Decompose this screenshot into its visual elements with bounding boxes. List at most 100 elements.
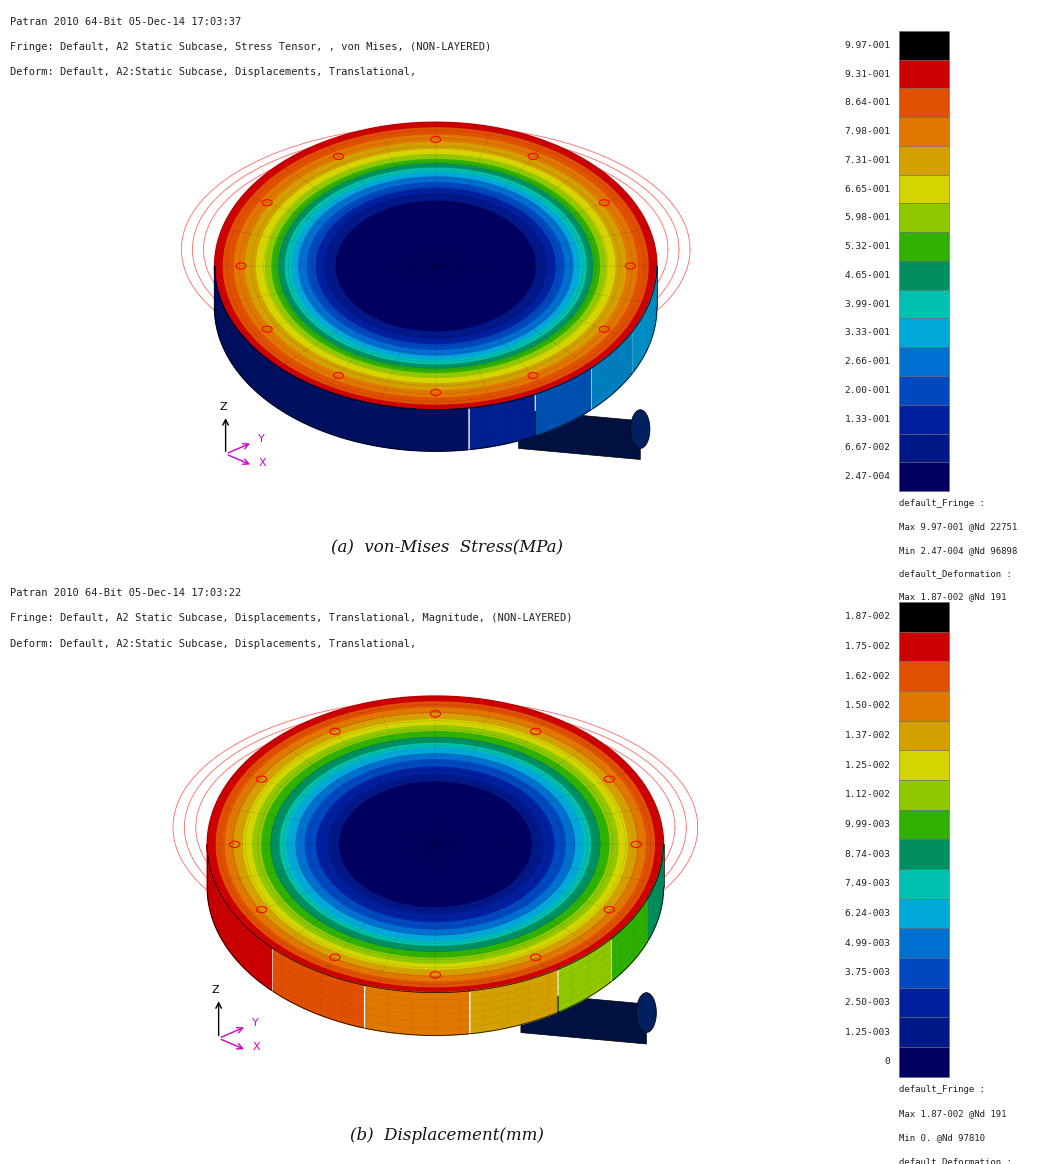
Polygon shape [271,738,600,951]
FancyBboxPatch shape [899,59,949,88]
Ellipse shape [637,993,657,1032]
FancyBboxPatch shape [899,632,949,661]
FancyBboxPatch shape [899,261,949,290]
Polygon shape [207,696,664,993]
Polygon shape [296,754,575,935]
Polygon shape [245,142,625,390]
Polygon shape [214,265,468,452]
Polygon shape [328,775,542,914]
Text: 3.99-001: 3.99-001 [845,299,890,308]
Polygon shape [278,164,592,368]
Polygon shape [337,201,535,331]
FancyBboxPatch shape [899,751,949,780]
FancyBboxPatch shape [899,987,949,1017]
Polygon shape [592,332,632,409]
FancyBboxPatch shape [899,661,949,691]
FancyBboxPatch shape [899,204,949,233]
FancyBboxPatch shape [899,88,949,118]
Text: Deform: Default, A2:Static Subcase, Displacements, Translational,: Deform: Default, A2:Static Subcase, Disp… [10,639,417,650]
FancyBboxPatch shape [899,958,949,987]
Polygon shape [272,159,600,372]
Text: 5.98-001: 5.98-001 [845,213,890,222]
Text: Fringe: Default, A2 Static Subcase, Stress Tensor, , von Mises, (NON-LAYERED): Fringe: Default, A2 Static Subcase, Stre… [10,42,491,52]
Text: 4.65-001: 4.65-001 [845,271,890,279]
Polygon shape [305,760,565,929]
Text: Max 9.97-001 @Nd 22751: Max 9.97-001 @Nd 22751 [899,523,1017,532]
Text: 9.99-003: 9.99-003 [845,819,890,829]
Text: Deform: Default, A2:Static Subcase, Displacements, Translational,: Deform: Default, A2:Static Subcase, Disp… [10,68,417,77]
FancyBboxPatch shape [899,319,949,347]
Text: Min 2.47-004 @Nd 96898: Min 2.47-004 @Nd 96898 [899,546,1017,555]
Text: 6.24-003: 6.24-003 [845,909,890,918]
FancyBboxPatch shape [899,31,949,59]
FancyBboxPatch shape [899,780,949,810]
Text: 6.67-002: 6.67-002 [845,443,890,453]
Polygon shape [216,702,655,987]
Text: 2.50-003: 2.50-003 [845,998,890,1007]
Polygon shape [471,395,534,449]
Text: 1.12-002: 1.12-002 [845,790,890,800]
FancyBboxPatch shape [899,928,949,958]
Text: Min 0. @Nd 97810: Min 0. @Nd 97810 [899,1133,985,1142]
Polygon shape [325,194,547,338]
Polygon shape [317,767,554,922]
Ellipse shape [631,410,650,448]
FancyBboxPatch shape [899,462,949,491]
Text: 6.65-001: 6.65-001 [845,185,890,193]
Polygon shape [518,410,640,460]
FancyBboxPatch shape [899,290,949,319]
FancyBboxPatch shape [899,376,949,405]
Text: Max 1.87-002 @Nd 191: Max 1.87-002 @Nd 191 [899,1109,1006,1117]
Polygon shape [244,719,627,968]
Text: 3.33-001: 3.33-001 [845,328,890,338]
Polygon shape [613,899,647,980]
FancyBboxPatch shape [899,347,949,376]
Text: 4.99-003: 4.99-003 [845,938,890,947]
Polygon shape [559,939,611,1012]
Polygon shape [223,128,648,404]
Text: Z: Z [212,985,219,995]
Polygon shape [281,744,590,945]
Text: 1.75-002: 1.75-002 [845,643,890,651]
Polygon shape [225,708,645,981]
FancyBboxPatch shape [899,146,949,175]
Text: 9.97-001: 9.97-001 [845,41,890,50]
Polygon shape [265,155,606,377]
Polygon shape [536,369,590,435]
Polygon shape [286,169,586,363]
FancyBboxPatch shape [899,602,949,632]
Text: Max 1.87-002 @Nd 191: Max 1.87-002 @Nd 191 [899,592,1006,601]
Polygon shape [340,782,531,907]
Text: Z: Z [219,402,227,412]
Text: Patran 2010 64-Bit 05-Dec-14 17:03:22: Patran 2010 64-Bit 05-Dec-14 17:03:22 [10,588,242,597]
Text: default_Fringe :: default_Fringe : [899,499,985,509]
Text: (a)  von-Mises  Stress(MPa): (a) von-Mises Stress(MPa) [330,539,563,556]
FancyBboxPatch shape [899,691,949,721]
Text: 2.00-001: 2.00-001 [845,386,890,395]
Text: (b)  Displacement(mm): (b) Displacement(mm) [350,1127,543,1144]
Polygon shape [521,993,646,1044]
Text: 1.37-002: 1.37-002 [845,731,890,740]
Text: Y: Y [259,434,265,445]
Text: 1.33-001: 1.33-001 [845,414,890,424]
Polygon shape [252,725,618,963]
Text: 1.50-002: 1.50-002 [845,701,890,710]
FancyBboxPatch shape [899,433,949,462]
Polygon shape [298,177,572,355]
Text: 2.66-001: 2.66-001 [845,357,890,367]
Polygon shape [235,714,636,975]
FancyBboxPatch shape [899,118,949,146]
Polygon shape [262,732,609,957]
FancyBboxPatch shape [899,721,949,751]
Polygon shape [207,844,271,991]
FancyBboxPatch shape [899,1046,949,1077]
FancyBboxPatch shape [899,810,949,839]
Polygon shape [648,844,664,941]
Text: X: X [259,457,266,468]
FancyBboxPatch shape [899,233,949,261]
FancyBboxPatch shape [899,175,949,204]
Text: 1.62-002: 1.62-002 [845,672,890,681]
Polygon shape [292,172,580,360]
FancyBboxPatch shape [899,839,949,868]
Polygon shape [273,949,364,1028]
